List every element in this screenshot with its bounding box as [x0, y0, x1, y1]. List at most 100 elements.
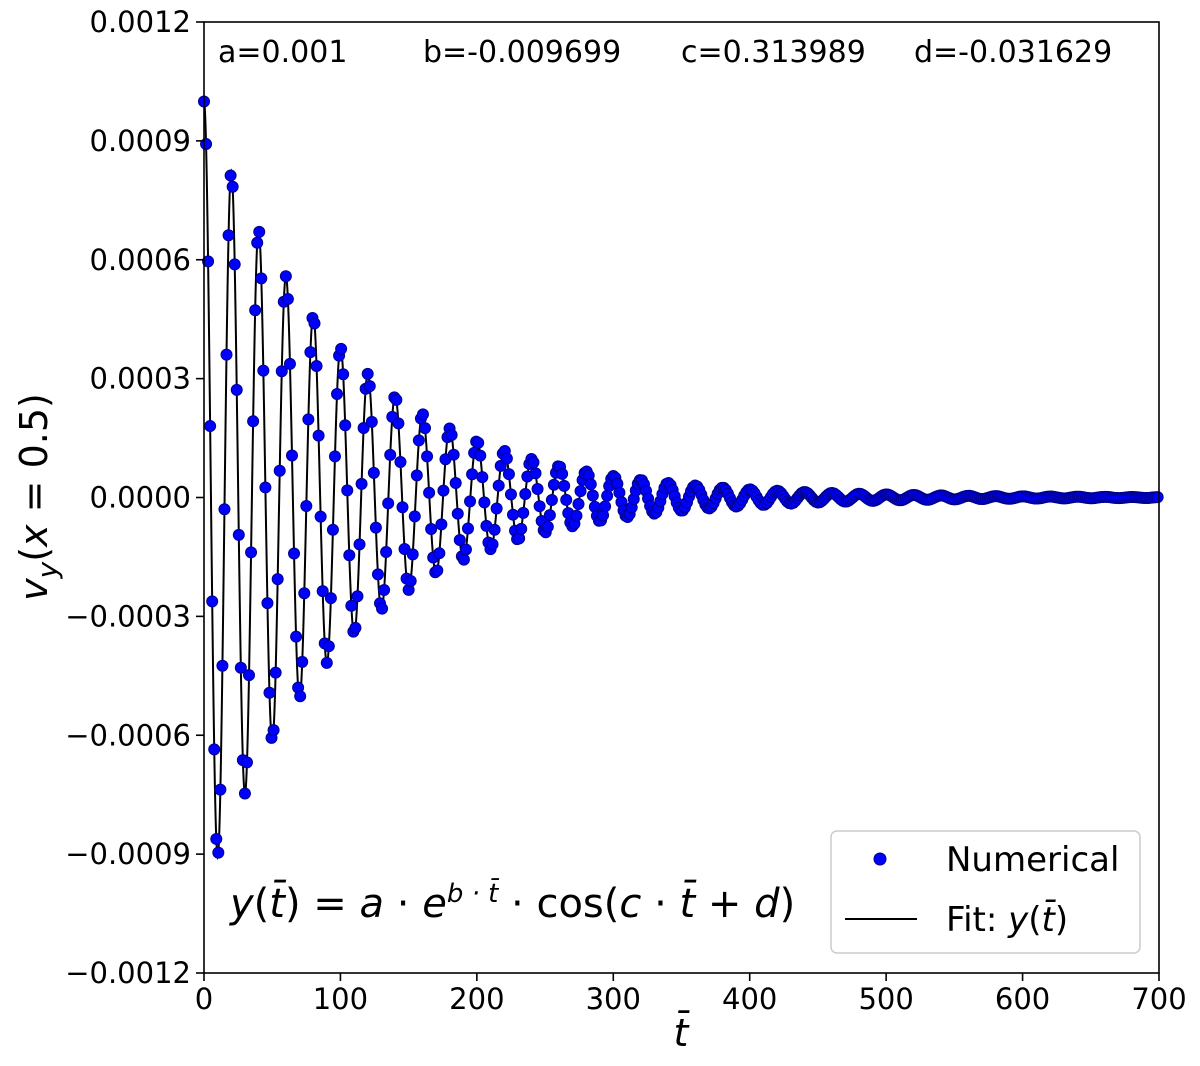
- y-tick-label: 0.0006: [90, 243, 191, 277]
- numerical-point: [298, 587, 311, 600]
- numerical-point: [378, 583, 391, 596]
- y-axis-title: vy(x = 0.5): [12, 393, 64, 601]
- numerical-markers-layer: [198, 95, 1164, 859]
- numerical-point: [216, 659, 229, 672]
- numerical-point: [249, 304, 262, 317]
- numerical-point: [283, 357, 296, 370]
- numerical-point: [447, 448, 460, 461]
- numerical-point: [433, 547, 446, 560]
- numerical-point: [214, 783, 227, 796]
- legend-box: [830, 830, 1141, 954]
- numerical-point: [322, 640, 335, 653]
- param-c-label: c=0.313989: [681, 35, 866, 70]
- numerical-point: [288, 547, 301, 560]
- numerical-point: [392, 417, 405, 430]
- numerical-point: [253, 225, 266, 238]
- numerical-point: [238, 787, 251, 800]
- y-tick-label: −0.0003: [65, 599, 191, 633]
- numerical-point: [574, 485, 587, 498]
- numerical-point: [507, 508, 520, 521]
- numerical-point: [302, 413, 315, 426]
- numerical-point: [486, 538, 499, 551]
- numerical-point: [533, 500, 546, 513]
- numerical-point: [208, 743, 221, 756]
- numerical-point: [228, 258, 241, 271]
- numerical-point: [545, 494, 558, 506]
- numerical-point: [431, 564, 444, 577]
- numerical-point: [408, 510, 421, 523]
- numerical-point: [453, 533, 466, 546]
- numerical-point: [416, 408, 429, 421]
- numerical-point: [345, 599, 358, 612]
- numerical-point: [445, 428, 458, 441]
- numerical-point: [324, 592, 337, 605]
- numerical-point: [218, 503, 231, 516]
- numerical-point: [240, 756, 253, 769]
- numerical-point: [376, 602, 389, 615]
- legend: Numerical Fit: y(t̄): [830, 830, 1141, 954]
- numerical-point: [367, 466, 380, 479]
- numerical-point: [412, 434, 425, 447]
- numerical-point: [281, 293, 294, 306]
- numerical-point: [531, 483, 544, 496]
- numerical-point: [300, 500, 313, 512]
- param-a-label: a=0.001: [218, 35, 347, 70]
- numerical-point: [406, 548, 419, 561]
- numerical-point: [558, 479, 571, 492]
- numerical-point: [515, 522, 528, 535]
- numerical-point: [331, 388, 344, 401]
- numerical-point: [357, 422, 370, 435]
- numerical-point: [502, 468, 515, 481]
- numerical-point: [541, 520, 554, 533]
- numerical-point: [232, 528, 245, 541]
- numerical-point: [263, 686, 276, 699]
- numerical-point: [351, 590, 364, 603]
- numerical-point: [206, 595, 219, 608]
- numerical-point: [204, 420, 217, 433]
- numerical-point: [269, 666, 282, 679]
- numerical-point: [419, 422, 432, 435]
- legend-numerical-marker: [873, 852, 887, 866]
- numerical-point: [396, 501, 409, 514]
- numerical-point: [312, 429, 325, 442]
- x-tick-label: 0: [195, 982, 213, 1016]
- numerical-point: [517, 506, 530, 519]
- numerical-point: [335, 342, 348, 355]
- numerical-point: [245, 546, 258, 559]
- numerical-point: [363, 380, 376, 393]
- numerical-point: [257, 364, 270, 377]
- numerical-point: [220, 348, 233, 361]
- numerical-point: [490, 502, 503, 515]
- numerical-point: [584, 478, 597, 491]
- numerical-point: [572, 497, 585, 510]
- numerical-point: [451, 507, 464, 520]
- y-tick-label: 0.0009: [90, 124, 191, 158]
- numerical-point: [290, 630, 303, 643]
- numerical-point: [271, 573, 284, 586]
- numerical-point: [382, 497, 395, 510]
- y-tick-label: 0.0003: [90, 362, 191, 396]
- y-tick-label: −0.0012: [65, 956, 191, 990]
- numerical-point: [255, 272, 268, 285]
- param-b-label: b=-0.009699: [423, 35, 621, 70]
- numerical-point: [547, 478, 560, 491]
- x-tick-label: 700: [1131, 982, 1186, 1016]
- numerical-point: [286, 449, 298, 462]
- numerical-point: [343, 549, 356, 562]
- numerical-point: [294, 690, 307, 703]
- numerical-point: [304, 346, 317, 359]
- numerical-point: [371, 568, 384, 581]
- numerical-point: [316, 585, 329, 598]
- numerical-point: [384, 448, 397, 461]
- numerical-point: [457, 553, 470, 566]
- numerical-point: [435, 518, 448, 531]
- numerical-point: [320, 656, 333, 669]
- x-tick-label: 100: [313, 982, 368, 1016]
- numerical-point: [425, 523, 438, 536]
- param-d-label: d=-0.031629: [914, 35, 1112, 70]
- numerical-point: [310, 360, 323, 373]
- numerical-point: [519, 488, 532, 501]
- numerical-point: [500, 452, 513, 465]
- y-tick-label: −0.0006: [65, 718, 191, 752]
